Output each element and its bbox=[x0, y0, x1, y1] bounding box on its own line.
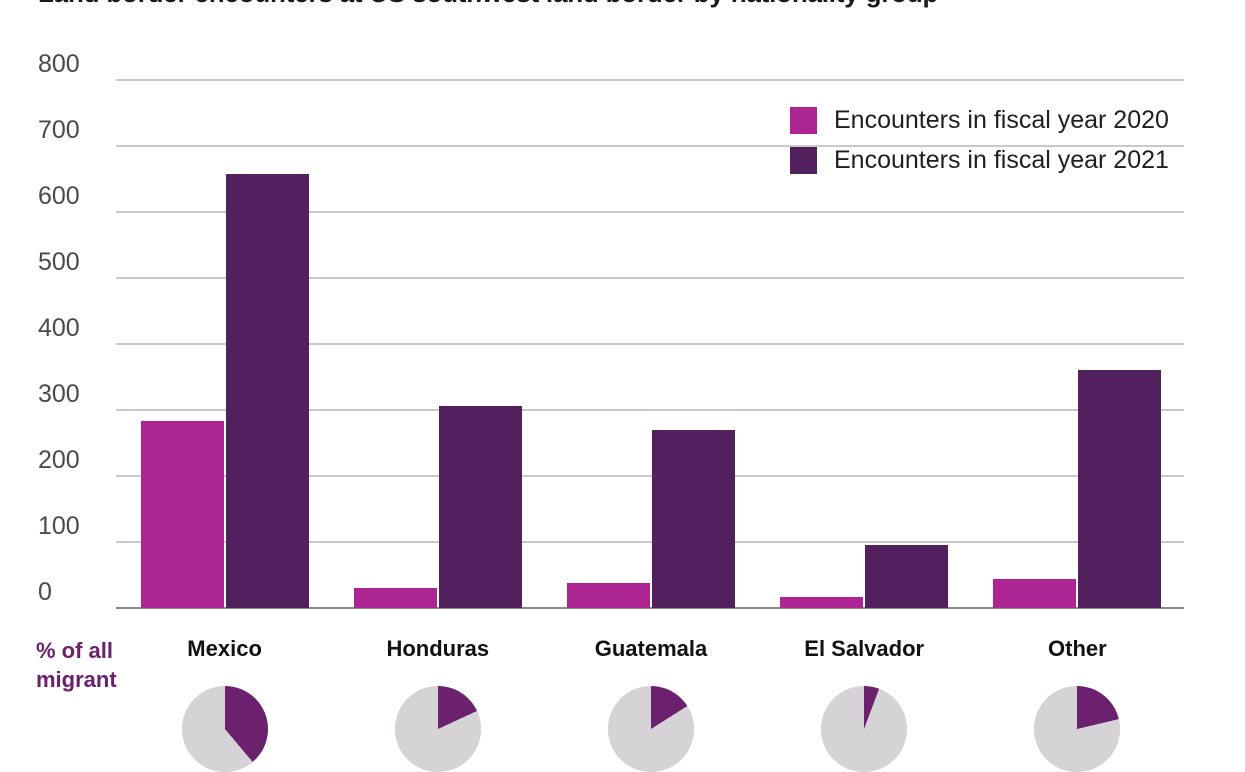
gridline-600 bbox=[116, 211, 1184, 213]
x-axis-label-honduras: Honduras bbox=[386, 636, 490, 661]
legend-swatch-2020 bbox=[790, 106, 817, 134]
bar-guatemala-2021 bbox=[652, 429, 735, 608]
legend-swatch-2021 bbox=[790, 146, 817, 174]
x-axis-label-other: Other bbox=[1048, 636, 1107, 661]
bar-el-salvador-2021 bbox=[865, 544, 949, 608]
donut-other bbox=[1034, 686, 1121, 772]
bar-other-2021 bbox=[1078, 369, 1162, 608]
gridline-400 bbox=[116, 343, 1184, 345]
y-axis-tick-200: 200 bbox=[38, 446, 80, 474]
y-axis-tick-100: 100 bbox=[38, 512, 80, 540]
bar-mexico-2020 bbox=[140, 421, 224, 608]
legend-item-2020: Encounters in fiscal year 2020 bbox=[790, 100, 1169, 140]
y-axis-tick-0: 0 bbox=[38, 578, 52, 606]
gridline-0 bbox=[116, 607, 1184, 609]
x-axis-label-el-salvador: El Salvador bbox=[804, 636, 925, 661]
donut-slice bbox=[608, 686, 694, 772]
page-title: Land border encounters at US southwest l… bbox=[38, 0, 938, 9]
y-axis-tick-400: 400 bbox=[38, 314, 80, 342]
donut-guatemala bbox=[608, 686, 694, 772]
bar-guatemala-2020 bbox=[567, 582, 650, 608]
donut-slice bbox=[181, 686, 268, 772]
gridline-800 bbox=[116, 79, 1184, 81]
x-axis-label-mexico: Mexico bbox=[187, 636, 262, 661]
gridline-300 bbox=[116, 409, 1184, 411]
donut-honduras bbox=[394, 686, 481, 772]
gridline-200 bbox=[116, 475, 1184, 477]
donut-el-salvador bbox=[821, 686, 908, 772]
gridline-500 bbox=[116, 277, 1184, 279]
legend-item-2021: Encounters in fiscal year 2021 bbox=[790, 140, 1169, 180]
legend-label-2020: Encounters in fiscal year 2020 bbox=[834, 105, 1169, 134]
bar-el-salvador-2020 bbox=[780, 596, 864, 608]
legend-label-2021: Encounters in fiscal year 2021 bbox=[834, 145, 1169, 174]
x-axis-label-guatemala: Guatemala bbox=[594, 636, 708, 661]
y-axis-tick-700: 700 bbox=[38, 116, 80, 144]
bar-honduras-2021 bbox=[438, 406, 522, 608]
donut-slice bbox=[1034, 686, 1121, 772]
chart-legend: Encounters in fiscal year 2020 Encounter… bbox=[790, 100, 1169, 180]
chart-plot-area: 800 700 600 500 400 300 200 100 0 bbox=[38, 50, 1184, 609]
gridline-100 bbox=[116, 541, 1184, 543]
footer-note: % of all migrant bbox=[36, 638, 117, 692]
y-axis-tick-300: 300 bbox=[38, 380, 80, 408]
gridline-700 bbox=[116, 145, 1184, 147]
bar-mexico-2021 bbox=[225, 173, 309, 608]
donut-slice bbox=[821, 686, 908, 772]
donut-slice bbox=[394, 686, 481, 772]
y-axis-tick-600: 600 bbox=[38, 182, 80, 210]
y-axis-tick-800: 800 bbox=[38, 50, 80, 78]
donut-mexico bbox=[181, 686, 268, 772]
y-axis-tick-500: 500 bbox=[38, 248, 80, 276]
bar-honduras-2020 bbox=[353, 588, 437, 608]
bar-other-2020 bbox=[993, 578, 1077, 608]
